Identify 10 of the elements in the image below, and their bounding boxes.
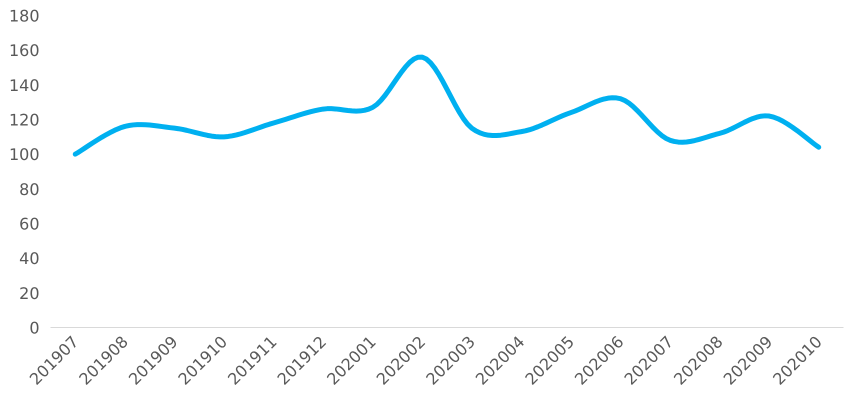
y-tick-label: 60 bbox=[19, 214, 40, 234]
y-tick-label: 40 bbox=[19, 249, 40, 268]
y-tick-label: 140 bbox=[8, 76, 40, 95]
y-tick-label: 80 bbox=[19, 180, 40, 199]
y-tick-label: 180 bbox=[8, 6, 40, 26]
y-tick-label: 0 bbox=[29, 318, 40, 338]
y-tick-label: 20 bbox=[19, 284, 40, 303]
y-tick-label: 160 bbox=[8, 41, 40, 60]
y-tick-label: 100 bbox=[8, 145, 40, 164]
y-tick-label: 120 bbox=[8, 110, 40, 130]
